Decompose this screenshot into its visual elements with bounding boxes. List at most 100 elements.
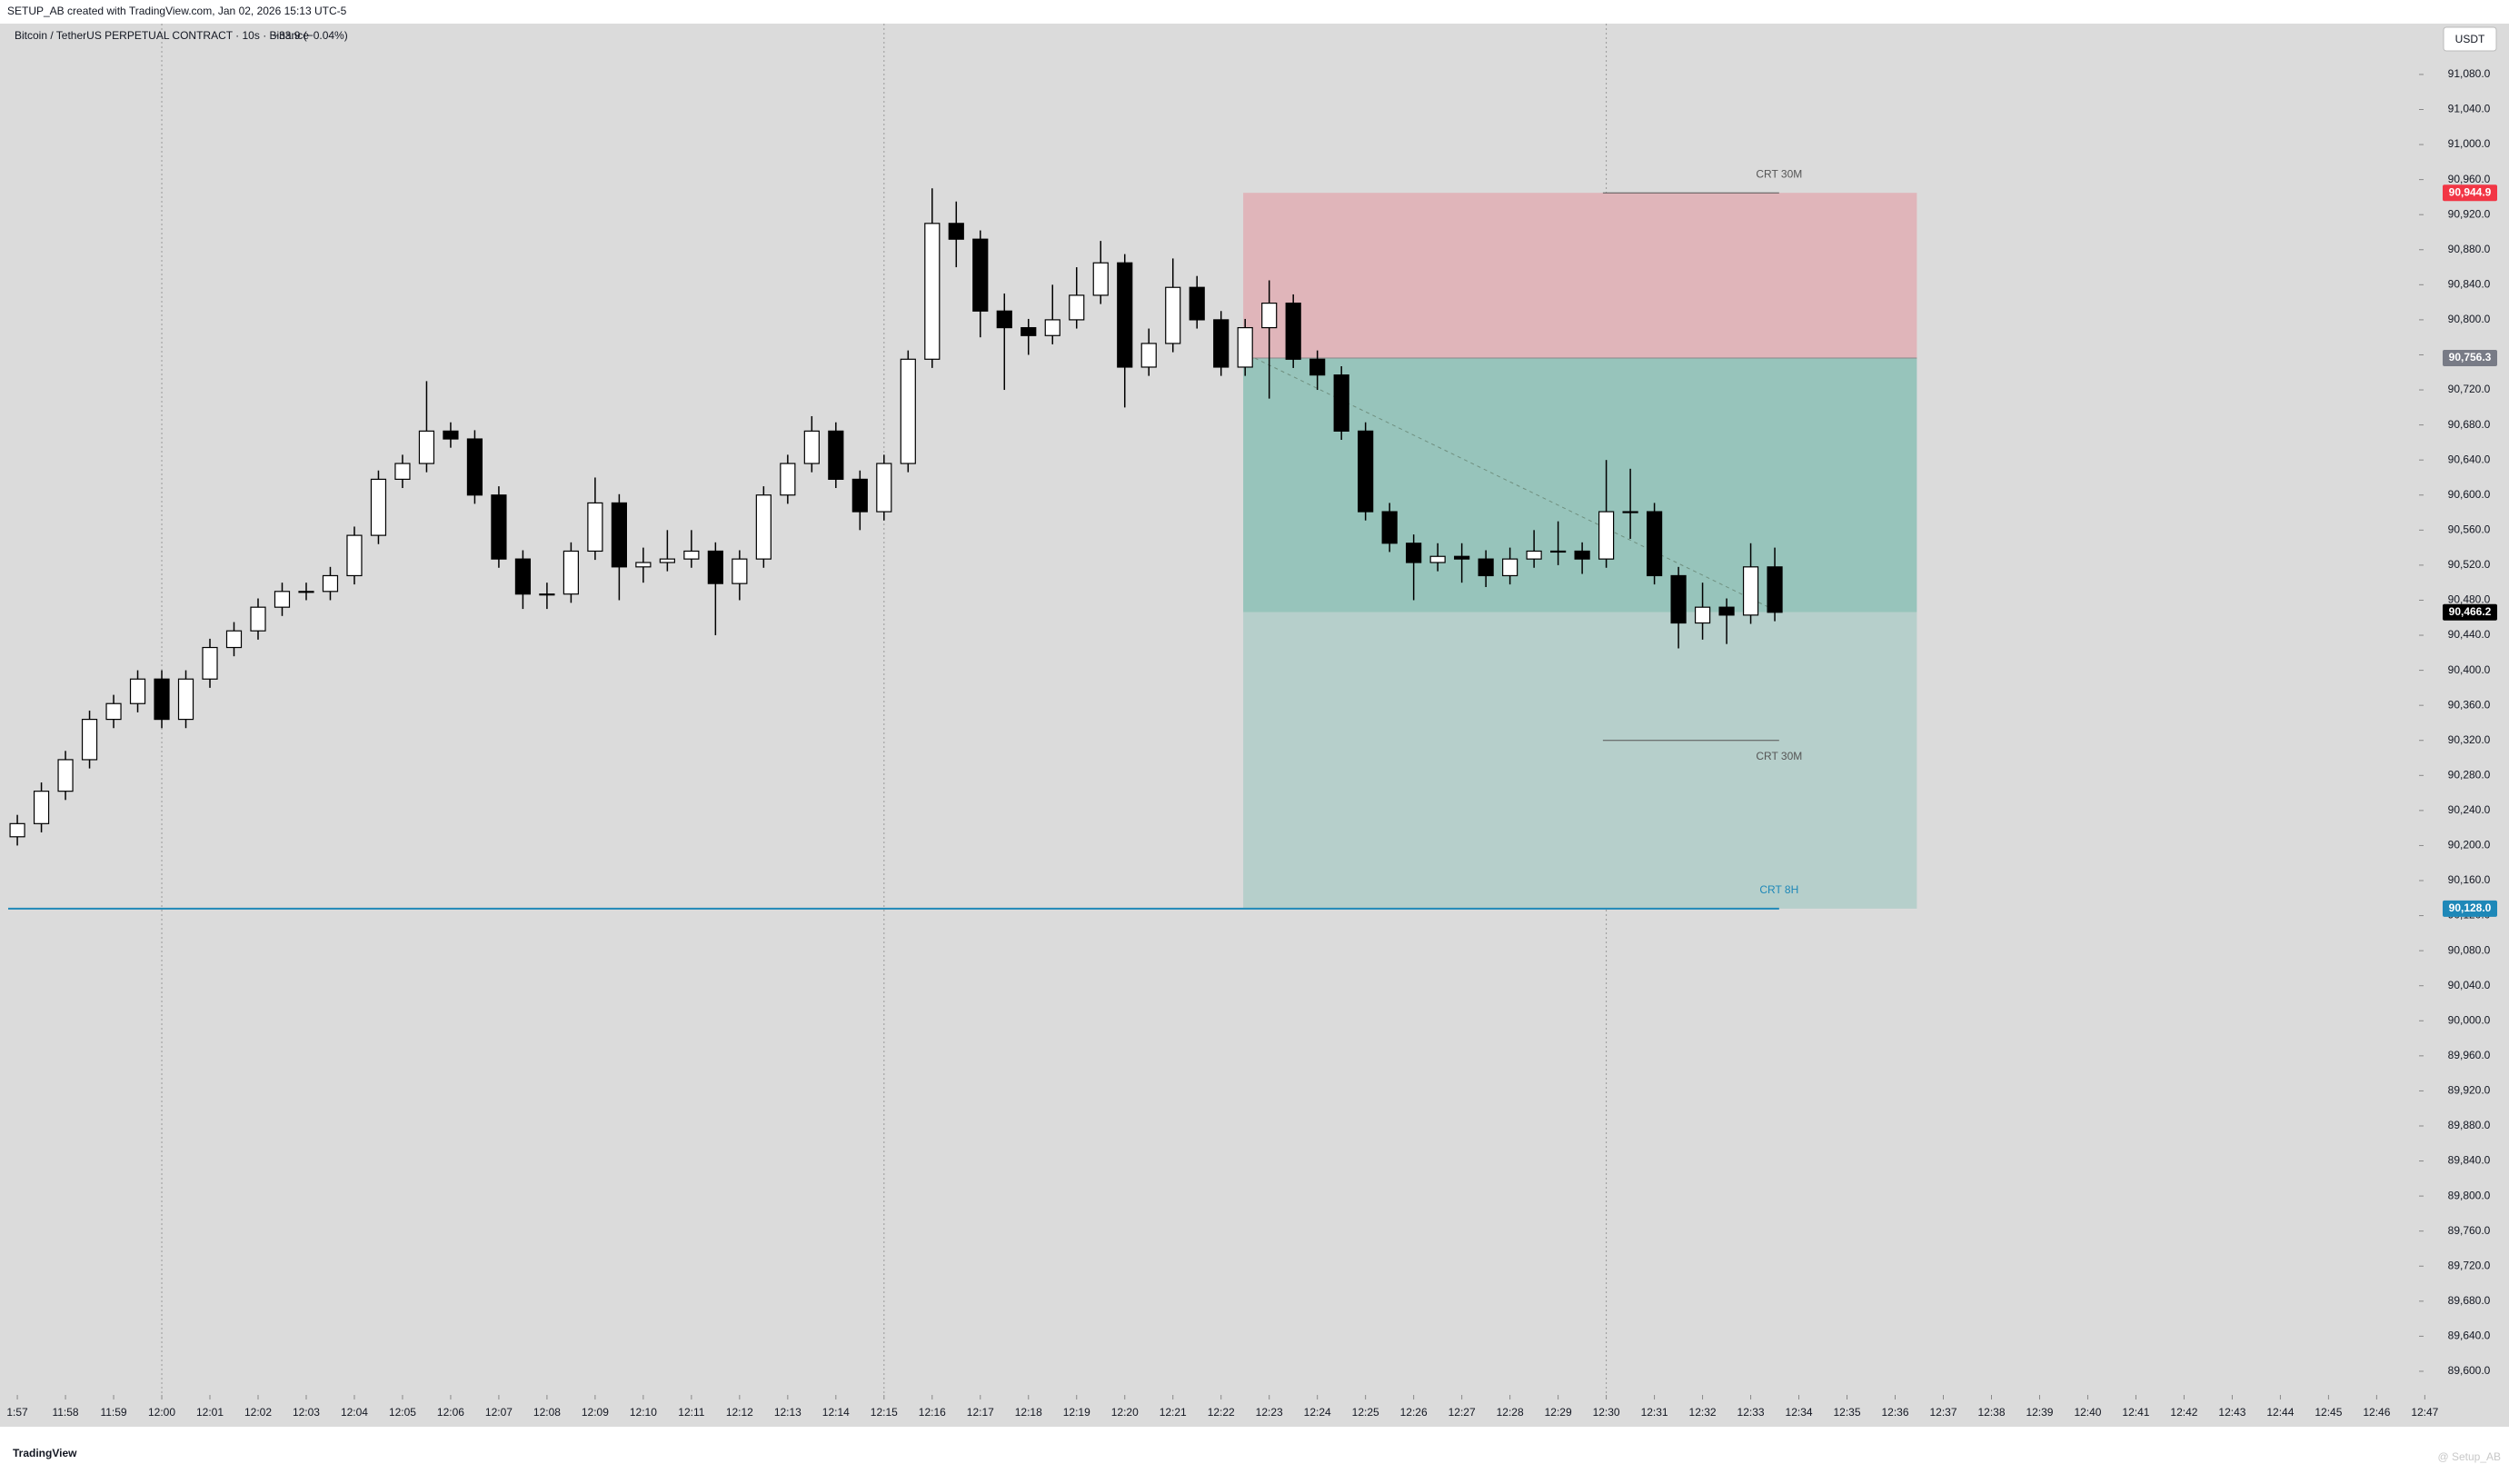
x-tick-label: 12:31 — [1641, 1406, 1668, 1419]
x-tick-label: 12:01 — [196, 1406, 224, 1419]
level-label: CRT 30M — [1756, 167, 1802, 180]
candle-body — [177, 678, 194, 721]
candle-body — [1309, 358, 1326, 376]
candle-body — [9, 822, 25, 838]
candle-body — [514, 558, 532, 595]
candle-body — [1044, 319, 1060, 336]
y-tick-label: 90,280.0 — [2448, 768, 2491, 781]
y-tick-label: 91,000.0 — [2448, 137, 2491, 150]
candle-body — [225, 630, 243, 649]
change: −33.9 (−0.04%) — [273, 29, 348, 42]
candle-body — [539, 593, 555, 596]
x-tick-label: 12:11 — [678, 1406, 704, 1419]
price-tag — [2443, 603, 2497, 621]
y-tick-label: 90,600.0 — [2448, 488, 2491, 501]
candle-body — [996, 310, 1012, 329]
candle-body — [1429, 555, 1446, 563]
candle-body — [105, 702, 122, 721]
candle-body — [1406, 543, 1422, 563]
candle-body — [418, 430, 435, 464]
x-tick-label: 12:19 — [1063, 1406, 1090, 1419]
candle-body — [803, 430, 820, 464]
x-tick-label: 12:40 — [2074, 1406, 2101, 1419]
candle-body — [1694, 606, 1711, 624]
currency-box[interactable] — [2443, 26, 2497, 52]
candle-body — [57, 759, 74, 792]
candle-body — [1454, 555, 1470, 560]
candle-body — [1285, 302, 1301, 360]
target-zone — [1243, 612, 1917, 909]
x-tick-label: 12:34 — [1786, 1406, 1813, 1419]
stop-zone — [1243, 193, 1917, 359]
candle-body — [443, 430, 459, 440]
x-tick-label: 12:00 — [148, 1406, 175, 1419]
x-tick-label: 12:30 — [1593, 1406, 1620, 1419]
price-tag — [2443, 184, 2497, 202]
x-tick-label: 12:44 — [2266, 1406, 2294, 1419]
y-tick-label: 90,920.0 — [2448, 207, 2491, 220]
candle-body — [1117, 262, 1133, 368]
x-tick-label: 12:32 — [1689, 1406, 1717, 1419]
profit-zone — [1243, 358, 1917, 613]
x-tick-label: 12:03 — [293, 1406, 320, 1419]
y-tick-label: 90,880.0 — [2448, 243, 2491, 255]
candle-body — [851, 478, 868, 513]
x-tick-label: 12:27 — [1449, 1406, 1476, 1419]
y-tick-label: 90,360.0 — [2448, 698, 2491, 711]
x-tick-label: 12:45 — [2315, 1406, 2342, 1419]
candle-body — [1550, 550, 1567, 553]
candle-body — [1092, 262, 1109, 296]
candle-body — [129, 678, 146, 704]
x-tick-label: 12:42 — [2170, 1406, 2197, 1419]
candle-body — [1767, 566, 1783, 613]
candle-body — [924, 223, 941, 360]
candle-body — [563, 550, 580, 595]
x-tick-label: 1:57 — [6, 1406, 28, 1419]
x-tick-label: 12:24 — [1304, 1406, 1331, 1419]
y-tick-label: 90,200.0 — [2448, 839, 2491, 852]
candle-body — [1333, 374, 1349, 432]
x-tick-label: 12:16 — [919, 1406, 946, 1419]
x-tick-label: 12:14 — [822, 1406, 850, 1419]
candle-body — [1574, 550, 1590, 560]
candle-body — [154, 678, 170, 721]
y-tick-label: 90,480.0 — [2448, 593, 2491, 606]
x-tick-label: 12:10 — [630, 1406, 657, 1419]
candle-body — [1381, 511, 1398, 544]
candle-body — [707, 550, 723, 584]
price-tag — [2443, 900, 2497, 917]
y-tick-label: 90,720.0 — [2448, 383, 2491, 395]
candle-body — [635, 562, 652, 568]
candle-body — [1598, 511, 1615, 560]
y-tick-label: 89,920.0 — [2448, 1084, 2491, 1097]
price-tag-label: 90,128.0 — [2449, 901, 2492, 914]
candle-body — [972, 238, 989, 312]
x-tick-label: 12:36 — [1881, 1406, 1908, 1419]
x-tick-label: 12:37 — [1929, 1406, 1956, 1419]
candle-body — [1718, 606, 1735, 616]
y-tick-label: 90,560.0 — [2448, 523, 2491, 535]
candle-body — [1478, 558, 1494, 577]
x-tick-label: 12:41 — [2122, 1406, 2149, 1419]
x-tick-label: 12:39 — [2026, 1406, 2053, 1419]
y-tick-label: 90,800.0 — [2448, 313, 2491, 325]
x-tick-label: 12:05 — [389, 1406, 416, 1419]
price-tag-label: 90,944.9 — [2449, 185, 2492, 198]
y-tick-label: 89,600.0 — [2448, 1364, 2491, 1377]
y-tick-label: 89,760.0 — [2448, 1224, 2491, 1237]
candle-body — [900, 358, 916, 464]
candle-body — [1237, 326, 1253, 368]
watermark: @ Setup_AB — [2437, 1450, 2501, 1463]
x-tick-label: 12:22 — [1208, 1406, 1235, 1419]
x-tick-label: 12:13 — [774, 1406, 801, 1419]
currency[interactable]: USDT — [2455, 33, 2485, 45]
candle-body — [346, 534, 363, 577]
x-tick-label: 12:29 — [1545, 1406, 1572, 1419]
x-tick-label: 12:07 — [485, 1406, 513, 1419]
x-tick-label: 12:47 — [2411, 1406, 2438, 1419]
candle-body — [1021, 326, 1037, 336]
candle-body — [828, 430, 844, 480]
x-tick-label: 11:59 — [100, 1406, 126, 1419]
x-tick-label: 12:43 — [2218, 1406, 2245, 1419]
